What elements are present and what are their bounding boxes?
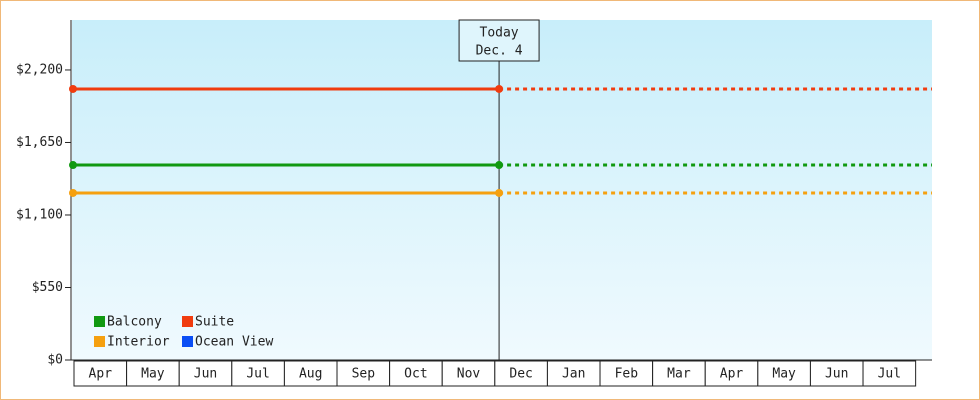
x-tick-label: Aug <box>299 367 322 382</box>
y-tick-label: $1,650 <box>16 135 63 150</box>
legend-label: Balcony <box>107 315 162 330</box>
x-tick-label: Apr <box>720 367 744 382</box>
x-tick-cell <box>73 360 128 387</box>
x-tick-cell <box>231 360 285 387</box>
x-tick-cell <box>283 360 338 387</box>
x-tick-label: Jun <box>825 367 848 382</box>
point <box>69 161 77 170</box>
x-tick-label: May <box>772 367 796 382</box>
plot-area <box>72 20 932 360</box>
x-tick-cell <box>757 360 811 387</box>
legend-label: Ocean View <box>195 335 273 350</box>
today-label: Today <box>480 26 519 41</box>
x-tick-label: Mar <box>667 367 691 382</box>
point <box>495 84 504 93</box>
y-tick-label: $550 <box>32 280 63 295</box>
point <box>495 161 504 170</box>
x-tick-label: Feb <box>615 367 639 382</box>
x-tick-cell <box>704 360 759 387</box>
y-tick-label: $2,200 <box>16 62 63 77</box>
x-tick-label: May <box>141 367 165 382</box>
x-tick-label: Jul <box>878 367 901 382</box>
x-tick-cell <box>126 360 180 387</box>
point <box>69 84 77 93</box>
x-tick-cell <box>862 360 917 387</box>
point <box>495 188 504 197</box>
x-tick-label: Dec <box>509 367 532 382</box>
today-label: Dec. 4 <box>476 44 523 59</box>
x-tick-cell <box>336 360 391 387</box>
point <box>69 188 77 197</box>
x-tick-label: Jul <box>246 367 269 382</box>
x-tick-cell <box>599 360 654 387</box>
legend-label: Suite <box>195 315 234 330</box>
legend-swatch <box>182 336 193 347</box>
x-tick-label: Nov <box>457 367 481 382</box>
x-tick-label: Apr <box>89 367 113 382</box>
legend-swatch <box>94 336 105 347</box>
x-tick-cell <box>494 360 548 387</box>
x-tick-label: Jun <box>194 367 217 382</box>
x-tick-cell <box>178 360 233 387</box>
legend-swatch <box>94 316 105 327</box>
y-tick-label: $0 <box>47 353 63 368</box>
legend-label: Interior <box>107 335 170 350</box>
x-tick-label: Sep <box>352 367 376 382</box>
x-tick-label: Jan <box>562 367 585 382</box>
legend-swatch <box>182 316 193 327</box>
today-box <box>458 19 540 62</box>
x-tick-label: Oct <box>404 367 427 382</box>
y-tick-label: $1,100 <box>16 207 63 222</box>
